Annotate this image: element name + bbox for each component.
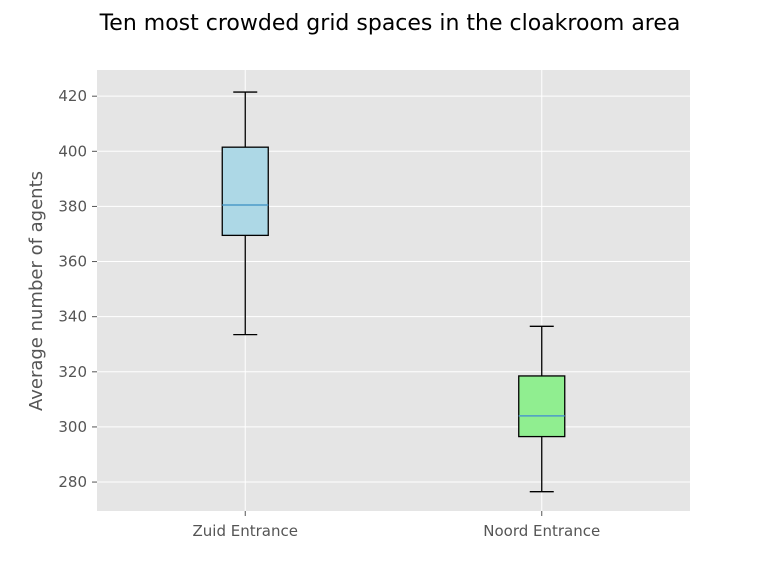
iqr-box <box>518 375 566 438</box>
box-noord-entrance <box>518 325 566 493</box>
y-tick-label: 340 <box>58 308 87 326</box>
plot-area <box>97 70 690 511</box>
x-tick-label: Zuid Entrance <box>193 522 298 540</box>
y-tick-label: 280 <box>58 473 87 491</box>
axis-ticks: 280 300 320 340 360 380 400 420 Zuid Entrance Noo… <box>58 87 600 540</box>
y-axis-label: Average number of agents <box>26 171 47 411</box>
y-tick-label: 420 <box>58 87 87 105</box>
x-tick-label: Noord Entrance <box>483 522 600 540</box>
y-tick-label: 380 <box>58 197 87 215</box>
chart-title: Ten most crowded grid spaces in the cloa… <box>99 11 681 36</box>
boxes <box>221 91 566 493</box>
y-tick-label: 320 <box>58 363 87 381</box>
y-tick-label: 300 <box>58 418 87 436</box>
y-tick-label: 400 <box>58 142 87 160</box>
y-tick-label: 360 <box>58 253 87 271</box>
box-zuid-entrance <box>221 91 269 336</box>
iqr-box <box>221 146 269 237</box>
